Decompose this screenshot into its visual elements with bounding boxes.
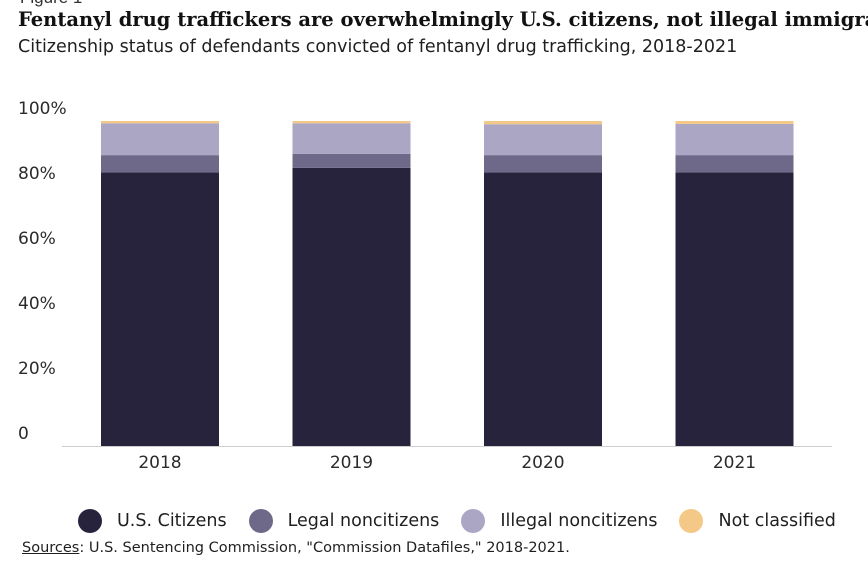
chart-subtitle: Citizenship status of defendants convict…: [18, 37, 738, 57]
sources-label: Sources: [22, 540, 80, 556]
chart-title: Fentanyl drug traffickers are overwhelmi…: [18, 8, 868, 31]
legend-label-illegal-noncitizens: Illegal noncitizens: [500, 511, 658, 531]
legend-swatch-legal-noncitizens: [248, 509, 273, 533]
legend-swatch-illegal-noncitizens: [461, 509, 486, 533]
sources-text: : U.S. Sentencing Commission, "Commissio…: [79, 540, 570, 556]
legend: U.S. Citizens Legal noncitizens Illegal …: [78, 509, 858, 533]
x-tick-label: 2019: [330, 453, 373, 473]
sources-note: Sources: U.S. Sentencing Commission, "Co…: [22, 540, 570, 556]
bar-segment-not-classified: [675, 121, 794, 124]
bar-segment-u-s-citizens: [292, 167, 411, 447]
y-tick-label: 40%: [18, 294, 56, 314]
legend-label-us-citizens: U.S. Citizens: [117, 511, 227, 531]
y-tick-label: 100%: [18, 99, 67, 119]
bar-segment-legal-noncitizens: [292, 153, 411, 168]
bar-segment-legal-noncitizens: [484, 155, 602, 173]
stacked-bar-chart: 100% 80% 60% 40% 20% 0 2018 2019 2020 2021: [18, 99, 832, 473]
y-tick-label: 0: [18, 424, 29, 444]
legend-item-us-citizens: U.S. Citizens: [78, 509, 227, 533]
bar-segment-legal-noncitizens: [101, 155, 219, 173]
y-tick-label: 60%: [18, 229, 56, 249]
y-tick-label: 20%: [18, 359, 56, 379]
legend-swatch-us-citizens: [78, 509, 102, 533]
bar-segment-legal-noncitizens: [675, 155, 794, 173]
bar-segment-not-classified: [101, 121, 219, 124]
bar-segment-u-s-citizens: [484, 172, 602, 446]
legend-swatch-not-classified: [679, 509, 704, 533]
legend-item-not-classified: Not classified: [679, 509, 836, 533]
bar-segment-u-s-citizens: [675, 172, 794, 446]
bar-segment-illegal-noncitizens: [675, 123, 794, 156]
x-tick-label: 2020: [521, 453, 564, 473]
bar-segment-illegal-noncitizens: [101, 123, 219, 156]
legend-item-legal-noncitizens: Legal noncitizens: [248, 509, 440, 533]
legend-item-illegal-noncitizens: Illegal noncitizens: [461, 509, 657, 533]
legend-label-legal-noncitizens: Legal noncitizens: [287, 511, 440, 531]
bar-segment-not-classified: [484, 121, 602, 125]
bar-segment-illegal-noncitizens: [484, 124, 602, 156]
y-tick-label: 80%: [18, 164, 56, 184]
figure-label: Figure 1: [20, 0, 82, 8]
legend-label-not-classified: Not classified: [718, 511, 836, 531]
bar-segment-illegal-noncitizens: [292, 123, 411, 154]
x-tick-label: 2021: [713, 453, 756, 473]
x-tick-label: 2018: [138, 453, 181, 473]
bar-segment-u-s-citizens: [101, 172, 219, 446]
bar-segment-not-classified: [292, 121, 411, 124]
